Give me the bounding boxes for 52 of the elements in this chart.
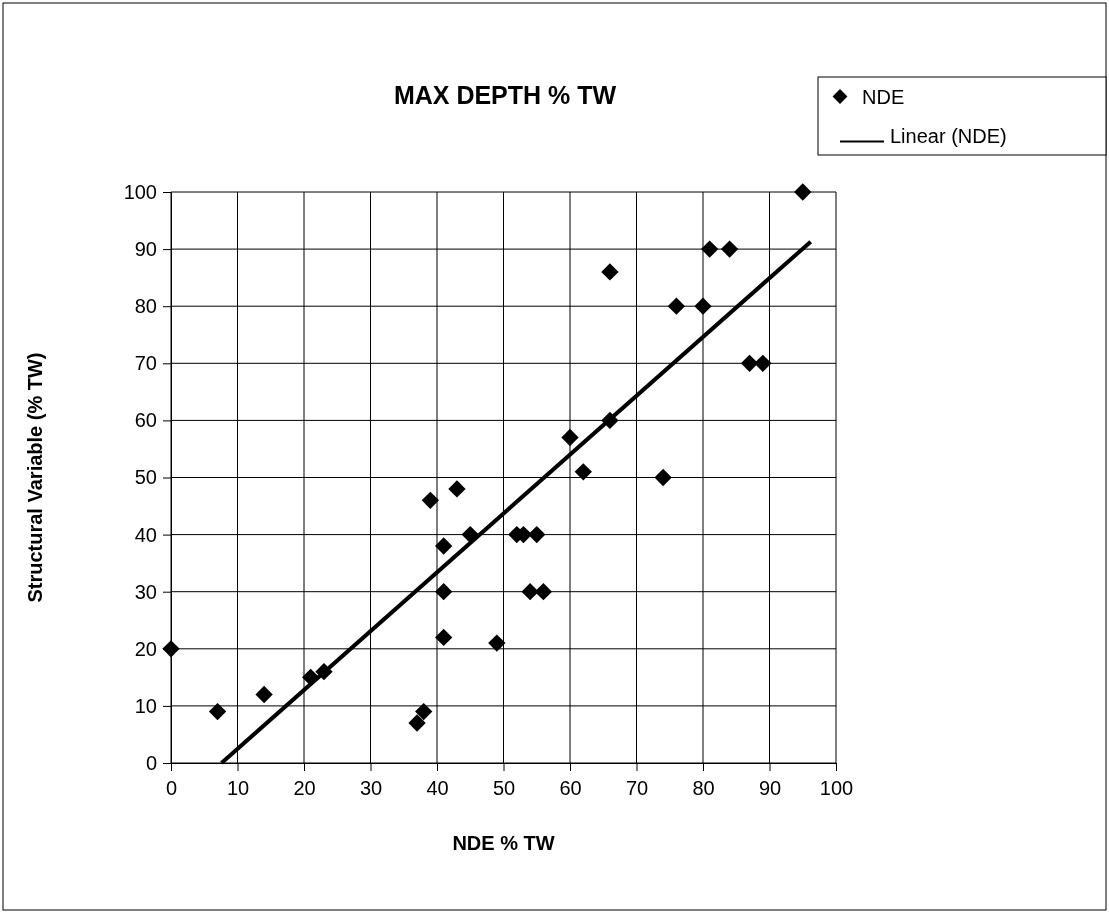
y-tick-label: 0 [145,751,157,774]
x-tick-label: 50 [492,777,516,800]
x-tick-label: 60 [559,777,582,800]
x-tick-label: 90 [758,777,782,800]
point [720,240,739,258]
y-tick-label: 70 [134,352,157,375]
point [434,583,453,601]
point [421,491,440,509]
point [601,263,619,281]
point [162,640,180,658]
y-tick-label: 20 [134,637,157,660]
x-tick-label: 70 [625,777,649,800]
point [415,702,433,721]
point [255,685,273,704]
point [754,354,772,372]
legend-label: Linear (NDE) [890,124,1007,147]
point [488,634,506,652]
point [694,297,712,315]
y-tick-label: 80 [134,295,157,318]
point [561,428,579,447]
x-tick-label: 30 [359,777,383,800]
legend-label: NDE [862,85,905,108]
y-tick-label: 40 [134,523,157,546]
point [528,525,546,544]
point [700,240,719,258]
point [434,628,453,647]
x-tick-label: 100 [819,777,854,800]
point [434,537,453,555]
point [408,714,426,732]
y-axis-title: Structural Variable (% TW) [24,352,46,603]
point [534,583,553,601]
x-tick-label: 40 [426,777,449,800]
y-tick-label: 50 [134,466,157,489]
x-tick-label: 10 [226,777,250,800]
x-tick-label: 80 [692,777,715,800]
point [654,468,672,487]
x-tick-label: 20 [293,777,316,800]
point [448,480,466,498]
y-tick-label: 60 [134,409,157,432]
y-tick-label: 100 [123,180,157,203]
y-tick-label: 10 [134,694,157,717]
point [667,297,686,315]
y-tick-label: 30 [134,580,157,603]
point [574,463,592,481]
chart-title: MAX DEPTH % TW [393,81,617,109]
x-axis-title: NDE % TW [452,832,555,854]
point [740,354,759,372]
point [794,183,812,201]
point [521,583,539,601]
point [208,702,227,721]
y-tick-label: 90 [134,238,157,260]
x-tick-label: 0 [165,777,178,800]
